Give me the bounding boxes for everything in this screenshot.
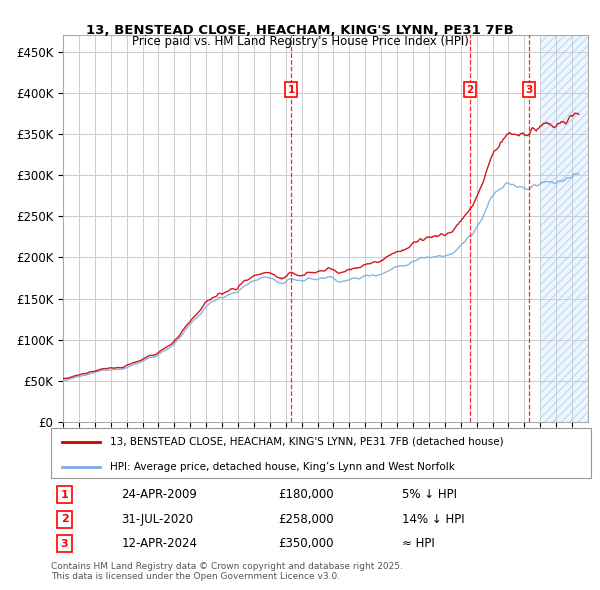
Text: 2: 2 bbox=[466, 84, 473, 94]
Text: £350,000: £350,000 bbox=[278, 537, 334, 550]
FancyBboxPatch shape bbox=[51, 428, 591, 478]
Text: 31-JUL-2020: 31-JUL-2020 bbox=[121, 513, 193, 526]
Text: £258,000: £258,000 bbox=[278, 513, 334, 526]
Text: 24-APR-2009: 24-APR-2009 bbox=[121, 488, 197, 501]
Bar bbox=[540, 35, 588, 422]
Text: HPI: Average price, detached house, King’s Lynn and West Norfolk: HPI: Average price, detached house, King… bbox=[110, 462, 455, 472]
Text: 3: 3 bbox=[525, 84, 532, 94]
Text: Contains HM Land Registry data © Crown copyright and database right 2025.
This d: Contains HM Land Registry data © Crown c… bbox=[51, 562, 403, 581]
Text: 1: 1 bbox=[61, 490, 68, 500]
Text: 3: 3 bbox=[61, 539, 68, 549]
Text: 1: 1 bbox=[287, 84, 295, 94]
Bar bbox=[540, 35, 588, 422]
Text: 14% ↓ HPI: 14% ↓ HPI bbox=[402, 513, 464, 526]
Text: 13, BENSTEAD CLOSE, HEACHAM, KING'S LYNN, PE31 7FB (detached house): 13, BENSTEAD CLOSE, HEACHAM, KING'S LYNN… bbox=[110, 437, 504, 447]
Text: £180,000: £180,000 bbox=[278, 488, 334, 501]
Text: 2: 2 bbox=[61, 514, 68, 524]
Text: 5% ↓ HPI: 5% ↓ HPI bbox=[402, 488, 457, 501]
Text: 12-APR-2024: 12-APR-2024 bbox=[121, 537, 197, 550]
Text: 13, BENSTEAD CLOSE, HEACHAM, KING'S LYNN, PE31 7FB: 13, BENSTEAD CLOSE, HEACHAM, KING'S LYNN… bbox=[86, 24, 514, 37]
Text: ≈ HPI: ≈ HPI bbox=[402, 537, 435, 550]
Text: Price paid vs. HM Land Registry's House Price Index (HPI): Price paid vs. HM Land Registry's House … bbox=[131, 35, 469, 48]
